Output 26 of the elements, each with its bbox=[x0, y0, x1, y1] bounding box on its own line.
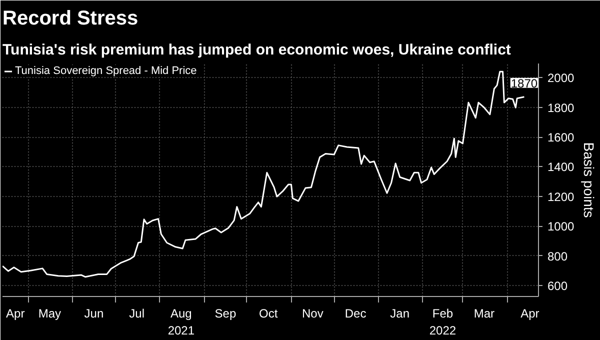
x-tick-label: Mar bbox=[474, 306, 495, 320]
x-tick-label: Jul bbox=[129, 306, 145, 320]
chart-title: Record Stress bbox=[2, 8, 138, 30]
x-tick-label: Feb 2022 bbox=[429, 306, 456, 338]
y-axis-title: Basis points bbox=[581, 142, 598, 218]
y-tick-label: 600 bbox=[548, 279, 568, 294]
y-tick-label: 1200 bbox=[548, 190, 575, 204]
x-tick-label: Aug 2021 bbox=[168, 306, 195, 338]
x-tick-label: Sep bbox=[214, 306, 236, 320]
y-tick-label: 1800 bbox=[548, 100, 575, 115]
x-tick-label: Apr bbox=[6, 306, 25, 320]
chart-subtitle: Tunisia's risk premium has jumped on economic woes, Ukraine conflict bbox=[2, 42, 511, 58]
y-tick-label: 1400 bbox=[548, 160, 575, 174]
x-tick-label: Oct bbox=[259, 306, 278, 320]
x-tick-label: Jun bbox=[84, 306, 104, 320]
y-tick-label: 1000 bbox=[548, 220, 575, 234]
x-tick-label: Dec bbox=[344, 306, 366, 320]
x-tick-label: Nov bbox=[302, 306, 324, 320]
x-tick-label: Jan bbox=[390, 306, 410, 320]
annotation: 1870 bbox=[510, 76, 538, 90]
y-tick-label: 1600 bbox=[548, 130, 575, 145]
y-tick-label: 800 bbox=[548, 249, 568, 264]
x-tick-label: May bbox=[38, 306, 62, 320]
y-tick-label: 2000 bbox=[548, 71, 575, 86]
legend-label: Tunisia Sovereign Spread - Mid Price bbox=[15, 65, 197, 77]
x-tick-label: Apr bbox=[520, 306, 540, 320]
